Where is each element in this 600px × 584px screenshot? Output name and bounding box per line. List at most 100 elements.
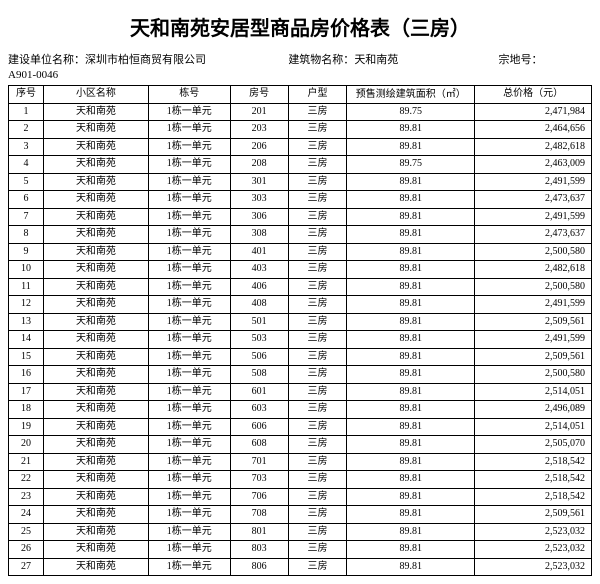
cell-price: 2,500,580 — [475, 278, 592, 296]
cell-type: 三房 — [288, 138, 346, 156]
table-row: 26天和南苑1栋一单元803三房89.812,523,032 — [9, 541, 592, 559]
cell-idx: 25 — [9, 523, 44, 541]
cell-area: 89.75 — [347, 103, 475, 121]
cell-idx: 3 — [9, 138, 44, 156]
cell-area: 89.81 — [347, 436, 475, 454]
cell-price: 2,491,599 — [475, 331, 592, 349]
cell-idx: 26 — [9, 541, 44, 559]
cell-type: 三房 — [288, 226, 346, 244]
cell-idx: 14 — [9, 331, 44, 349]
cell-area: 89.81 — [347, 506, 475, 524]
developer-field: 建设单位名称：深圳市柏恒商贸有限公司 — [8, 51, 288, 67]
cell-price: 2,500,580 — [475, 243, 592, 261]
cell-building: 1栋一单元 — [148, 296, 230, 314]
cell-price: 2,523,032 — [475, 523, 592, 541]
table-row: 19天和南苑1栋一单元606三房89.812,514,051 — [9, 418, 592, 436]
cell-community: 天和南苑 — [43, 278, 148, 296]
cell-room: 703 — [230, 471, 288, 489]
cell-room: 601 — [230, 383, 288, 401]
cell-community: 天和南苑 — [43, 103, 148, 121]
cell-room: 406 — [230, 278, 288, 296]
cell-price: 2,463,009 — [475, 156, 592, 174]
cell-idx: 17 — [9, 383, 44, 401]
cell-area: 89.81 — [347, 138, 475, 156]
table-row: 15天和南苑1栋一单元506三房89.812,509,561 — [9, 348, 592, 366]
cell-building: 1栋一单元 — [148, 453, 230, 471]
cell-community: 天和南苑 — [43, 261, 148, 279]
cell-room: 508 — [230, 366, 288, 384]
table-row: 9天和南苑1栋一单元401三房89.812,500,580 — [9, 243, 592, 261]
cell-price: 2,473,637 — [475, 191, 592, 209]
cell-idx: 15 — [9, 348, 44, 366]
cell-area: 89.81 — [347, 121, 475, 139]
cell-room: 708 — [230, 506, 288, 524]
cell-community: 天和南苑 — [43, 453, 148, 471]
cell-idx: 6 — [9, 191, 44, 209]
cell-idx: 27 — [9, 558, 44, 576]
cell-community: 天和南苑 — [43, 296, 148, 314]
cell-room: 806 — [230, 558, 288, 576]
cell-building: 1栋一单元 — [148, 278, 230, 296]
building-name-value: 天和南苑 — [354, 54, 398, 66]
cell-type: 三房 — [288, 453, 346, 471]
cell-community: 天和南苑 — [43, 313, 148, 331]
table-row: 1天和南苑1栋一单元201三房89.752,471,984 — [9, 103, 592, 121]
table-row: 18天和南苑1栋一单元603三房89.812,496,089 — [9, 401, 592, 419]
cell-building: 1栋一单元 — [148, 523, 230, 541]
cell-building: 1栋一单元 — [148, 331, 230, 349]
cell-area: 89.81 — [347, 243, 475, 261]
cell-community: 天和南苑 — [43, 436, 148, 454]
cell-room: 506 — [230, 348, 288, 366]
cell-area: 89.81 — [347, 226, 475, 244]
cell-type: 三房 — [288, 121, 346, 139]
cell-idx: 18 — [9, 401, 44, 419]
table-row: 10天和南苑1栋一单元403三房89.812,482,618 — [9, 261, 592, 279]
cell-building: 1栋一单元 — [148, 418, 230, 436]
cell-type: 三房 — [288, 243, 346, 261]
cell-area: 89.81 — [347, 383, 475, 401]
cell-price: 2,518,542 — [475, 471, 592, 489]
cell-price: 2,464,656 — [475, 121, 592, 139]
cell-type: 三房 — [288, 523, 346, 541]
cell-price: 2,473,637 — [475, 226, 592, 244]
cell-room: 206 — [230, 138, 288, 156]
cell-price: 2,471,984 — [475, 103, 592, 121]
col-idx-header: 序号 — [9, 86, 44, 104]
cell-community: 天和南苑 — [43, 191, 148, 209]
cell-building: 1栋一单元 — [148, 348, 230, 366]
table-row: 12天和南苑1栋一单元408三房89.812,491,599 — [9, 296, 592, 314]
cell-building: 1栋一单元 — [148, 313, 230, 331]
cell-room: 701 — [230, 453, 288, 471]
cell-area: 89.81 — [347, 488, 475, 506]
cell-price: 2,500,580 — [475, 366, 592, 384]
table-row: 22天和南苑1栋一单元703三房89.812,518,542 — [9, 471, 592, 489]
cell-community: 天和南苑 — [43, 243, 148, 261]
cell-price: 2,509,561 — [475, 313, 592, 331]
cell-building: 1栋一单元 — [148, 173, 230, 191]
cell-type: 三房 — [288, 156, 346, 174]
cell-idx: 13 — [9, 313, 44, 331]
table-row: 23天和南苑1栋一单元706三房89.812,518,542 — [9, 488, 592, 506]
cell-building: 1栋一单元 — [148, 471, 230, 489]
table-row: 11天和南苑1栋一单元406三房89.812,500,580 — [9, 278, 592, 296]
cell-room: 308 — [230, 226, 288, 244]
cell-price: 2,518,542 — [475, 453, 592, 471]
cell-room: 203 — [230, 121, 288, 139]
cell-room: 706 — [230, 488, 288, 506]
cell-community: 天和南苑 — [43, 366, 148, 384]
col-room-header: 房号 — [230, 86, 288, 104]
cell-building: 1栋一单元 — [148, 436, 230, 454]
cell-price: 2,523,032 — [475, 541, 592, 559]
cell-price: 2,514,051 — [475, 418, 592, 436]
cell-building: 1栋一单元 — [148, 261, 230, 279]
cell-community: 天和南苑 — [43, 173, 148, 191]
col-community-header: 小区名称 — [43, 86, 148, 104]
cell-building: 1栋一单元 — [148, 506, 230, 524]
cell-room: 803 — [230, 541, 288, 559]
cell-price: 2,505,070 — [475, 436, 592, 454]
cell-building: 1栋一单元 — [148, 156, 230, 174]
table-row: 21天和南苑1栋一单元701三房89.812,518,542 — [9, 453, 592, 471]
col-type-header: 户型 — [288, 86, 346, 104]
cell-community: 天和南苑 — [43, 488, 148, 506]
table-row: 6天和南苑1栋一单元303三房89.812,473,637 — [9, 191, 592, 209]
